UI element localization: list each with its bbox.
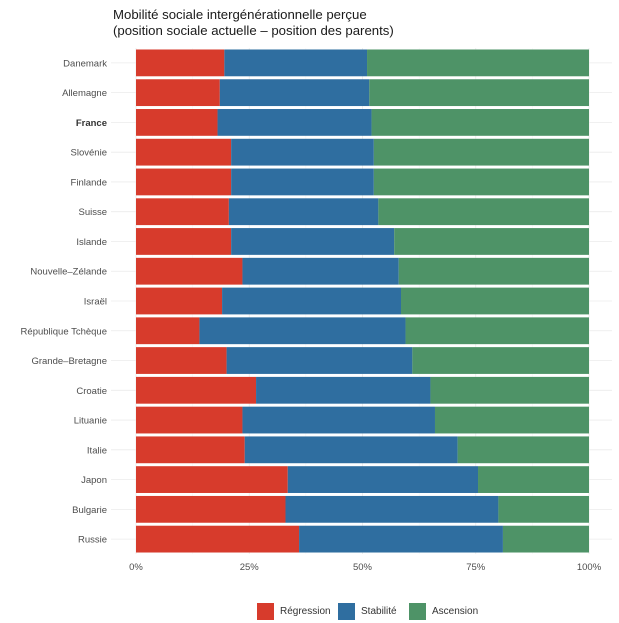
bar-segment-r-gression [136,198,229,226]
bar-segment-r-gression [136,317,200,345]
chart-subtitle: (position sociale actuelle – position de… [113,23,394,38]
bar-segment-ascension [369,79,589,107]
bar-segment-ascension [478,466,589,493]
legend-label: Stabilité [361,606,397,617]
legend-item-ascension: Ascension [409,603,478,620]
category-label: Slovénie [71,148,107,159]
stacked-bar-chart: Danemark Allemagne France Slovénie Finlande S… [21,48,612,573]
bar-segment-ascension [373,138,589,166]
bar-segment-ascension [394,228,589,255]
x-tick-label: 25% [240,562,260,573]
category-label: Danemark [63,58,107,69]
bar-segment-ascension [378,198,589,226]
category-label: République Tchèque [21,326,107,337]
bar-segment-r-gression [136,257,243,285]
legend-item-stabilit-: Stabilité [338,603,397,620]
bar-segment-ascension [434,406,589,434]
bar-segment-stabilit- [242,257,399,285]
bar-segment-r-gression [136,495,286,523]
bar-segment-r-gression [136,287,223,315]
bar-segment-r-gression [136,436,245,464]
bar-segment-r-gression [136,109,218,136]
x-tick-label: 75% [466,562,486,573]
bar-segment-ascension [371,109,589,136]
bar-segment-ascension [405,317,589,345]
bar-segment-ascension [401,287,589,315]
category-label: Suisse [78,207,107,218]
legend-key [257,603,274,620]
chart-title: Mobilité sociale intergénérationnelle pe… [113,7,367,22]
bar-segment-stabilit- [299,525,503,553]
category-label: Islande [76,237,107,248]
category-label: Lituanie [74,416,107,427]
bar-segment-r-gression [136,406,243,434]
category-label: Croatie [76,386,107,397]
bar-segment-stabilit- [224,49,368,77]
bar-segment-stabilit- [199,317,406,345]
bar-segment-ascension [457,436,589,464]
x-tick-label: 0% [129,562,143,573]
bar-segment-stabilit- [222,287,402,315]
bar-segment-ascension [498,495,589,523]
x-tick-label: 100% [577,562,602,573]
category-label: Allemagne [62,88,107,99]
bar-segment-stabilit- [242,406,435,434]
bar-segment-r-gression [136,49,225,77]
bar-segment-stabilit- [231,228,395,255]
bar-segment-ascension [502,525,589,553]
bar-segment-stabilit- [226,347,413,374]
bar-segment-stabilit- [231,138,374,166]
bar-segment-stabilit- [219,79,370,107]
bar-segment-r-gression [136,525,300,553]
legend-label: Ascension [432,606,479,617]
bar-segment-stabilit- [256,376,431,404]
bar-segment-r-gression [136,168,232,196]
legend-key [338,603,355,620]
bar-segment-r-gression [136,466,288,493]
chart-legend: Régression Stabilité Ascension [0,603,619,623]
legend-label: Régression [280,606,331,617]
bar-segment-ascension [412,347,589,374]
bar-segment-ascension [398,257,589,285]
category-label: Russie [78,535,107,546]
bar-segment-r-gression [136,347,227,374]
legend-key [409,603,426,620]
bar-segment-ascension [373,168,589,196]
category-label: Grande–Bretagne [31,356,107,367]
category-label: Nouvelle–Zélande [30,267,107,278]
bar-segment-r-gression [136,376,257,404]
x-tick-label: 50% [353,562,373,573]
bar-segment-stabilit- [287,466,479,493]
bar-segment-r-gression [136,138,232,166]
bar-segment-stabilit- [231,168,374,196]
bar-segment-stabilit- [217,109,372,136]
category-label: Finlande [71,177,107,188]
bar-segment-r-gression [136,228,232,255]
bar-segment-stabilit- [285,495,499,523]
bar-segment-r-gression [136,79,220,107]
category-label: France [76,118,107,129]
bar-segment-stabilit- [244,436,458,464]
category-label: Israël [84,297,107,308]
legend-item-r-gression: Régression [257,603,331,620]
bar-segment-stabilit- [228,198,379,226]
category-label: Japon [81,475,107,486]
bar-segment-ascension [430,376,589,404]
category-label: Bulgarie [72,505,107,516]
chart-title-block: Mobilité sociale intergénérationnelle pe… [113,7,394,39]
category-label: Italie [87,445,107,456]
bar-segment-ascension [367,49,589,77]
